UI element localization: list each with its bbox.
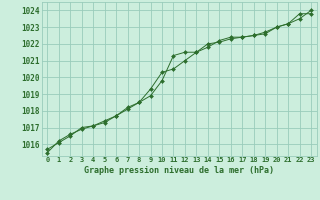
X-axis label: Graphe pression niveau de la mer (hPa): Graphe pression niveau de la mer (hPa) [84, 166, 274, 175]
